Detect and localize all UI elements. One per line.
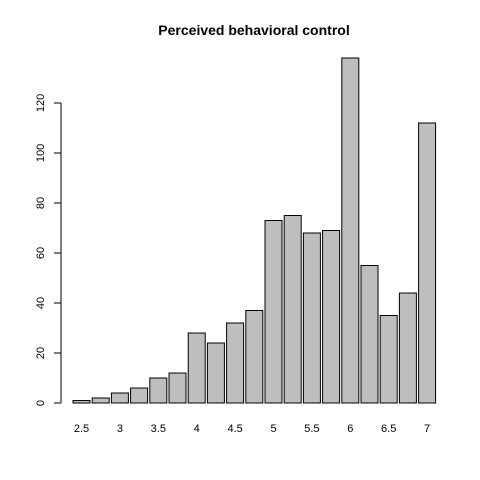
bar xyxy=(168,372,187,404)
x-tick-label: 7 xyxy=(424,423,430,435)
x-tick-label: 4.5 xyxy=(227,423,242,435)
bar xyxy=(341,57,360,404)
bar xyxy=(283,215,302,404)
y-tick-label: 60 xyxy=(35,247,47,259)
y-tick-label: 40 xyxy=(35,297,47,309)
x-tick-label: 3.5 xyxy=(151,423,166,435)
bar xyxy=(110,392,129,404)
bar xyxy=(360,265,379,404)
bar xyxy=(206,342,225,404)
x-axis-labels: 2.5 3 3.5 4 4.5 5 5.5 6 6.5 7 xyxy=(74,423,430,435)
bars-group xyxy=(72,57,437,404)
y-tick-label: 20 xyxy=(35,347,47,359)
x-tick-label: 6.5 xyxy=(381,423,396,435)
y-tick-label: 80 xyxy=(35,197,47,209)
chart-title: Perceived behavioral control xyxy=(158,22,349,38)
y-tick-label: 0 xyxy=(35,400,47,406)
bar xyxy=(149,377,168,404)
bar xyxy=(418,122,437,404)
bar xyxy=(322,230,341,404)
bar xyxy=(245,310,264,404)
bar xyxy=(398,292,417,404)
x-tick-label: 2.5 xyxy=(74,423,89,435)
bar xyxy=(130,387,149,404)
x-tick-label: 5 xyxy=(270,423,276,435)
bar xyxy=(264,220,283,404)
y-tick-label: 100 xyxy=(35,144,47,162)
y-axis: 0 20 40 60 80 100 120 xyxy=(35,94,62,406)
x-tick-label: 6 xyxy=(347,423,353,435)
bar xyxy=(302,232,321,404)
bar xyxy=(187,332,206,404)
bar xyxy=(226,322,245,404)
x-tick-label: 3 xyxy=(117,423,123,435)
x-tick-label: 5.5 xyxy=(304,423,319,435)
y-tick-label: 120 xyxy=(35,94,47,112)
bar xyxy=(379,315,398,404)
bar xyxy=(72,400,91,404)
bar xyxy=(91,397,110,404)
x-tick-label: 4 xyxy=(194,423,200,435)
